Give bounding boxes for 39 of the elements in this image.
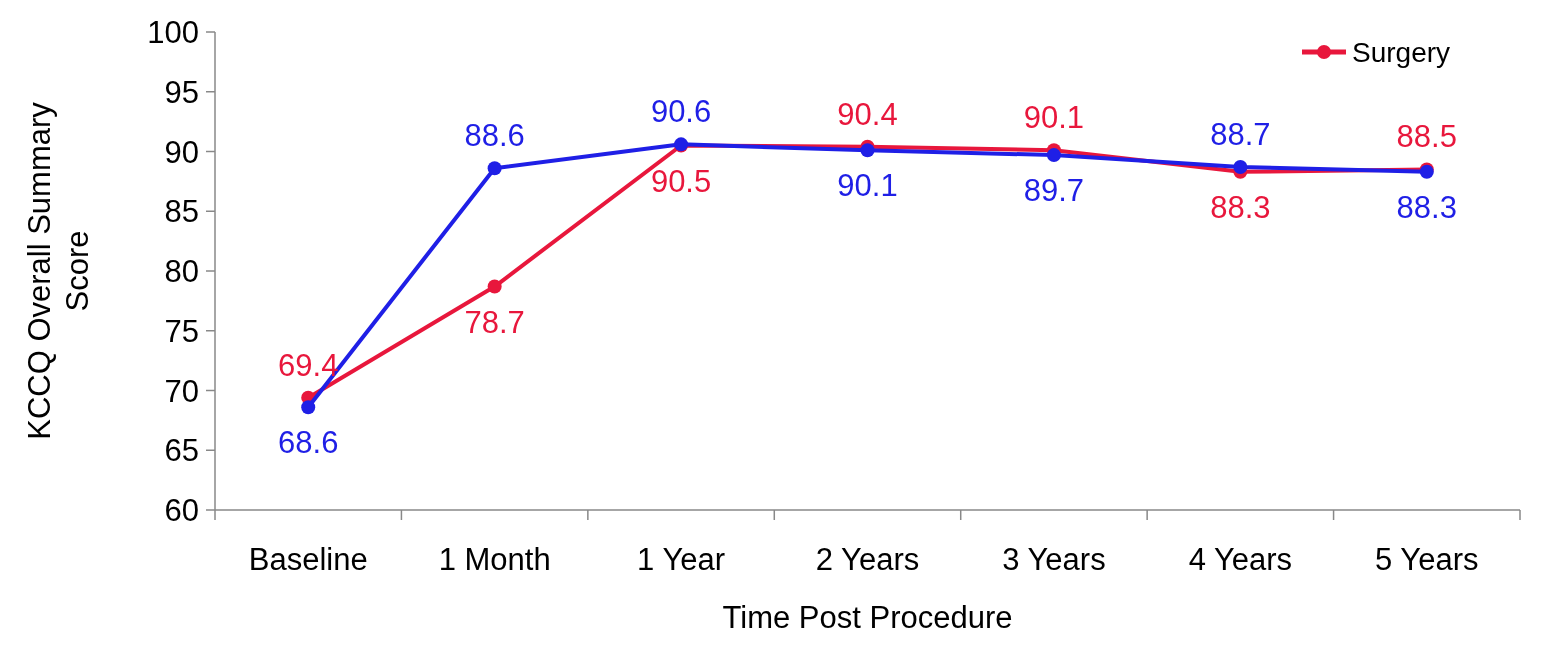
y-tick-label: 65	[164, 433, 199, 469]
data-label: 90.1	[837, 168, 898, 204]
x-tick-label: 5 Years	[1375, 542, 1479, 577]
legend-label: Surgery	[1352, 37, 1451, 68]
data-label: 88.3	[1210, 189, 1271, 225]
data-label: 90.1	[1023, 100, 1085, 136]
point	[860, 143, 875, 158]
point	[487, 279, 502, 294]
data-label: 88.6	[464, 118, 525, 154]
x-tick-label: 1 Year	[637, 542, 726, 577]
x-tick-label: Baseline	[248, 542, 368, 577]
data-label: 90.4	[837, 96, 898, 132]
point	[1046, 148, 1061, 163]
y-tick-label: 75	[164, 313, 199, 349]
y-tick-label: 80	[164, 254, 199, 289]
data-label: 90.6	[650, 94, 712, 130]
data-label: 88.3	[1396, 189, 1457, 225]
data-label: 68.6	[278, 425, 339, 461]
y-tick-label: 70	[164, 373, 199, 409]
data-label: 88.5	[1396, 119, 1457, 155]
data-label: 89.7	[1023, 173, 1085, 209]
y-tick-label: 60	[164, 493, 199, 528]
x-tick-label: 4 Years	[1188, 542, 1293, 577]
x-tick-label: 3 Years	[1002, 542, 1106, 577]
data-label: 90.5	[650, 163, 712, 199]
data-label: 78.7	[464, 304, 525, 340]
data-label: 88.7	[1210, 117, 1271, 153]
y-axis-title: KCCQ Overall Summary Score	[22, 101, 95, 440]
y-tick-label: 90	[164, 134, 199, 170]
x-axis-title: Time Post Procedure	[722, 600, 1013, 635]
data-label: 69.4	[278, 347, 339, 383]
point	[1233, 160, 1248, 175]
point	[487, 161, 502, 176]
y-tick-label: 95	[164, 74, 199, 110]
y-tick-label: 100	[147, 15, 199, 50]
x-tick-label: 2 Years	[815, 542, 920, 577]
y-tick-label: 85	[164, 194, 199, 230]
point	[301, 400, 316, 415]
x-tick-label: 1 Month	[438, 542, 551, 577]
